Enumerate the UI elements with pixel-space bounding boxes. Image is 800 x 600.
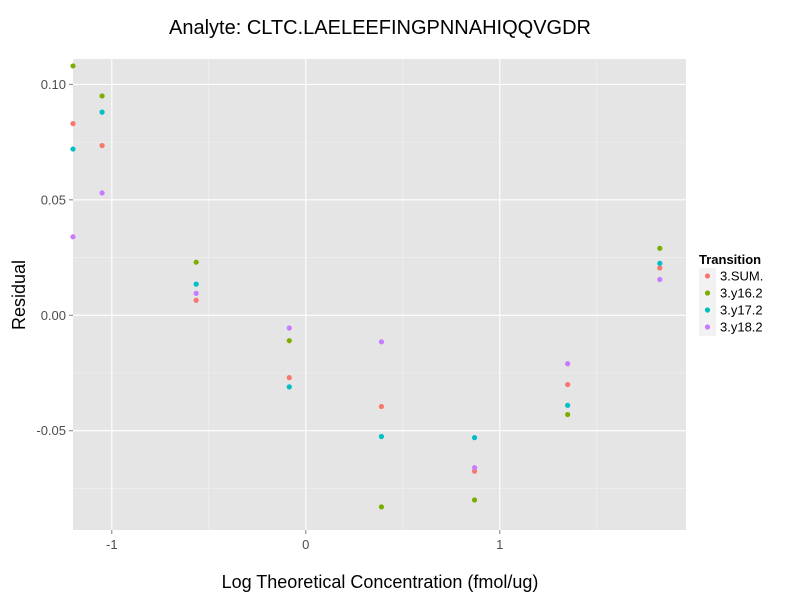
data-point [471, 435, 478, 441]
data-point [657, 245, 663, 251]
chart-title: Analyte: CLTC.LAELEEFINGPNNAHIQQVGDR [169, 17, 591, 39]
data-points [70, 63, 663, 510]
y-tick-label: 0.00 [41, 308, 66, 323]
x-tick-label: 0 [302, 537, 309, 552]
major-gridlines [73, 59, 686, 530]
data-point [193, 259, 199, 265]
data-point [70, 146, 76, 152]
legend-label: 3.y16.2 [720, 286, 763, 301]
y-tick-label: 0.10 [41, 77, 66, 92]
data-point [70, 234, 76, 240]
data-point [471, 497, 478, 503]
data-point [565, 381, 571, 388]
data-point [657, 276, 663, 283]
legend-swatch [704, 324, 711, 330]
data-point [99, 109, 105, 115]
data-point [657, 260, 663, 266]
data-point [471, 465, 478, 471]
data-point [99, 142, 105, 149]
x-axis-ticks: -1 0 1 [106, 530, 503, 552]
data-point [99, 190, 105, 196]
legend: Transition 3.SUM. 3.y16.2 3.y17.2 3.y18.2 [699, 252, 763, 336]
data-point [378, 433, 385, 440]
legend-swatch [704, 307, 711, 313]
data-point [99, 93, 105, 99]
data-point [378, 339, 385, 345]
y-tick-label: 0.05 [41, 192, 66, 207]
y-tick-label: -0.05 [36, 423, 66, 438]
data-point [565, 411, 571, 418]
legend-swatch [704, 290, 711, 296]
data-point [193, 297, 199, 303]
data-point [565, 402, 571, 408]
legend-label: 3.y17.2 [720, 303, 763, 318]
data-point [378, 504, 385, 510]
x-tick-label: 1 [496, 537, 503, 552]
y-axis-title: Residual [9, 260, 29, 330]
data-point [286, 338, 292, 344]
legend-label: 3.y18.2 [720, 320, 763, 335]
data-point [565, 361, 571, 367]
data-point [70, 121, 76, 127]
plot-panel [73, 59, 686, 530]
data-point [193, 281, 199, 287]
x-axis-title: Log Theoretical Concentration (fmol/ug) [222, 572, 539, 592]
series-3.y17.2 [70, 109, 663, 441]
series-3.y16.2 [70, 63, 663, 510]
data-point [70, 63, 76, 69]
data-point [193, 290, 199, 296]
data-point [286, 325, 292, 331]
data-point [657, 265, 663, 271]
data-point [378, 403, 385, 410]
legend-title: Transition [699, 252, 761, 267]
series-3.y18.2 [70, 190, 663, 471]
x-tick-label: -1 [106, 537, 118, 552]
data-point [286, 384, 292, 390]
legend-label: 3.SUM. [720, 269, 763, 284]
minor-gridlines [73, 59, 686, 530]
data-point [286, 375, 292, 381]
legend-items: 3.SUM. 3.y16.2 3.y17.2 3.y18.2 [699, 268, 763, 336]
legend-swatch [704, 273, 711, 279]
y-axis-ticks: 0.10 0.05 0.00 -0.05 [36, 77, 73, 438]
